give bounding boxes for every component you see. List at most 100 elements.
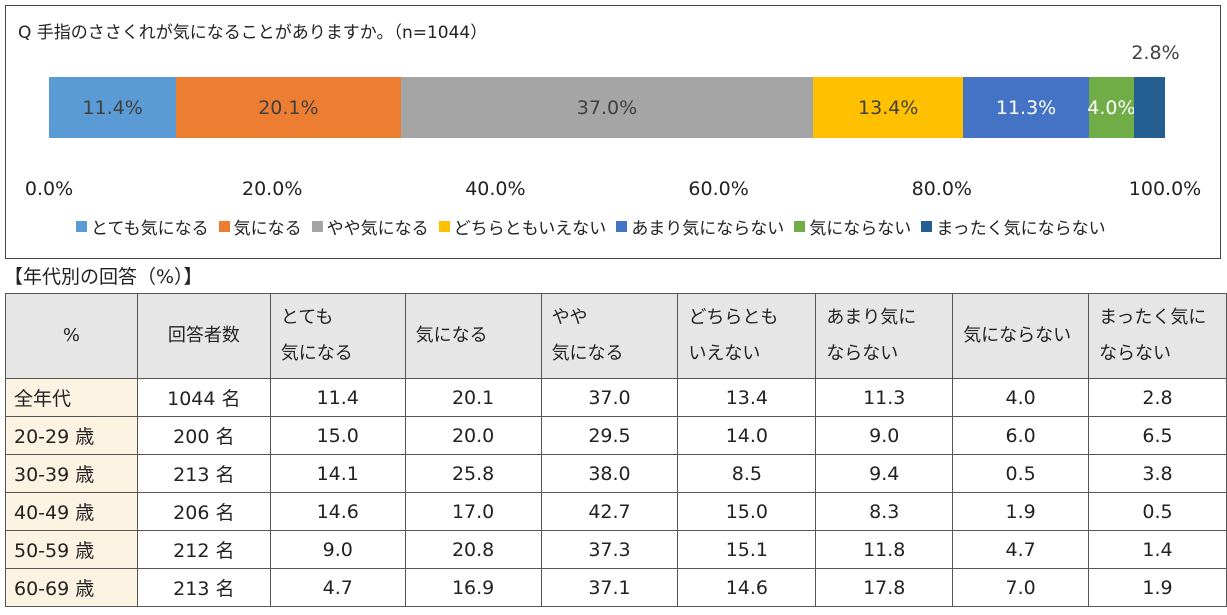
value-cell: 4.7 <box>269 568 406 607</box>
legend-swatch <box>218 221 230 232</box>
legend-item: どちらともいえない <box>438 214 606 239</box>
bar-segment: 11.4% <box>49 77 177 138</box>
x-tick-label: 40.0% <box>465 178 526 200</box>
value-cell: 20.0 <box>404 416 542 455</box>
age-table: % 回答者数 とても 気になる 気になる やや 気になる どちらとも いえない あまり気に ならない… <box>5 293 1227 607</box>
legend-label: とても気になる <box>91 219 209 239</box>
table-row: 50-59 歳 212 名 9.0 20.8 37.3 15.1 11.8 4.7 1.4 <box>5 530 1227 569</box>
legend-label: あまり気にならない <box>631 219 785 239</box>
value-cell: 7.0 <box>952 568 1090 607</box>
column-header: 気にならない <box>952 293 1090 379</box>
x-tick-label: 20.0% <box>242 178 303 200</box>
value-cell: 4.7 <box>952 530 1090 569</box>
legend-item: あまり気にならない <box>616 214 784 239</box>
table-row: 全年代 1044 名 11.4 20.1 37.0 13.4 11.3 4.0 2.8 <box>5 378 1227 417</box>
value-cell: 0.5 <box>1088 492 1227 531</box>
value-cell: 14.6 <box>677 568 817 607</box>
table-title: 【年代別の回答（%）】 <box>4 266 203 288</box>
value-cell: 16.9 <box>404 568 542 607</box>
bar-segment <box>1133 77 1165 138</box>
legend-label: やや気になる <box>326 219 429 239</box>
bar-segment: 11.3% <box>963 77 1090 138</box>
bar-segment: 4.0% <box>1087 77 1136 138</box>
chart-area: Q 手指のささくれが気になることがありますか。（n=1044） 2.8% 11.… <box>5 5 1221 259</box>
value-cell: 9.0 <box>815 416 954 455</box>
value-cell: 17.0 <box>404 492 542 531</box>
table-row: 20-29 歳 200 名 15.0 20.0 29.5 14.0 9.0 6.0 6.5 <box>5 416 1227 455</box>
value-cell: 1.9 <box>1088 568 1227 607</box>
value-cell: 4.0 <box>952 378 1090 417</box>
legend-item: 気になる <box>218 214 302 239</box>
legend-item: 気にならない <box>794 214 911 239</box>
table-row: 30-39 歳 213 名 14.1 25.8 38.0 8.5 9.4 0.5 3.8 <box>5 454 1227 493</box>
value-cell: 14.0 <box>677 416 817 455</box>
legend-label: 気にならない <box>809 219 912 239</box>
age-group-cell: 50-59 歳 <box>5 530 138 569</box>
value-cell: 29.5 <box>540 416 679 455</box>
data-label: 11.3% <box>995 96 1057 119</box>
value-cell: 15.0 <box>269 416 406 455</box>
data-label: 37.0% <box>576 96 638 119</box>
table-row: 60-69 歳 213 名 4.7 16.9 37.1 14.6 17.8 7.0 1.9 <box>5 568 1227 607</box>
table-header-row: % 回答者数 とても 気になる 気になる やや 気になる どちらとも いえない あまり気に ならない… <box>5 293 1227 379</box>
legend-label: まったく気にならない <box>936 219 1106 239</box>
header-text: とても <box>280 307 334 328</box>
x-tick-label: 60.0% <box>688 178 749 200</box>
header-text: 気になる <box>551 343 624 364</box>
respondents-cell: 200 名 <box>136 416 271 455</box>
data-label: 13.4% <box>858 96 919 119</box>
value-cell: 25.8 <box>404 454 542 493</box>
age-group-cell: 60-69 歳 <box>5 568 138 607</box>
value-cell: 14.1 <box>269 454 406 493</box>
value-cell: 14.6 <box>269 492 406 531</box>
age-group-cell: 40-49 歳 <box>5 492 138 531</box>
value-cell: 11.3 <box>815 378 954 417</box>
legend-swatch <box>794 221 806 232</box>
value-cell: 37.3 <box>540 530 679 569</box>
respondents-cell: 206 名 <box>136 492 271 531</box>
value-cell: 1.4 <box>1088 530 1227 569</box>
header-text: まったく気に <box>1099 307 1207 328</box>
data-label: 4.0% <box>1087 96 1136 119</box>
column-header: 気になる <box>404 293 542 379</box>
header-text: 気になる <box>415 325 488 346</box>
value-cell: 13.4 <box>677 378 817 417</box>
age-group-cell: 30-39 歳 <box>5 454 138 493</box>
bar-segment: 13.4% <box>813 77 963 138</box>
value-cell: 11.8 <box>815 530 954 569</box>
header-text: いえない <box>688 343 761 364</box>
x-tick-label: 100.0% <box>1128 178 1202 200</box>
column-header: 回答者数 <box>136 293 271 379</box>
header-text: 回答者数 <box>167 325 240 346</box>
bar-segment: 37.0% <box>400 77 814 138</box>
value-cell: 37.0 <box>540 378 679 417</box>
value-cell: 8.5 <box>677 454 817 493</box>
legend-swatch <box>921 221 933 232</box>
value-cell: 0.5 <box>952 454 1090 493</box>
legend-swatch <box>311 221 323 232</box>
value-cell: 6.5 <box>1088 416 1227 455</box>
table-row: 40-49 歳 206 名 14.6 17.0 42.7 15.0 8.3 1.9 0.5 <box>5 492 1227 531</box>
value-cell: 2.8 <box>1088 378 1227 417</box>
value-cell: 20.8 <box>404 530 542 569</box>
legend-item: まったく気にならない <box>921 214 1106 239</box>
respondents-cell: 213 名 <box>136 568 271 607</box>
chart-title: Q 手指のささくれが気になることがありますか。（n=1044） <box>18 23 488 43</box>
age-group-cell: 20-29 歳 <box>5 416 138 455</box>
value-cell: 20.1 <box>404 378 542 417</box>
data-label: 11.4% <box>82 96 143 119</box>
legend-item: やや気になる <box>311 214 429 239</box>
value-cell: 3.8 <box>1088 454 1227 493</box>
value-cell: 37.1 <box>540 568 679 607</box>
value-cell: 9.4 <box>815 454 954 493</box>
value-cell: 38.0 <box>540 454 679 493</box>
column-header: % <box>5 293 138 379</box>
value-cell: 9.0 <box>269 530 406 569</box>
bar-segment: 20.1% <box>176 77 401 138</box>
value-cell: 15.1 <box>677 530 817 569</box>
header-text: ならない <box>1099 343 1172 364</box>
column-header: やや 気になる <box>540 293 679 379</box>
header-text: あまり気に <box>826 307 917 328</box>
respondents-cell: 213 名 <box>136 454 271 493</box>
x-tick-label: 80.0% <box>911 178 972 200</box>
